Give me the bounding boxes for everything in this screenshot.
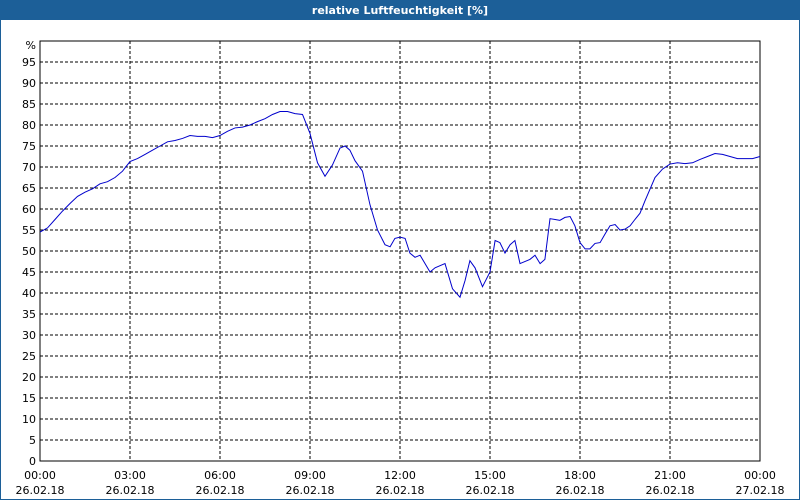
x-tick-label: 00:00 26.02.18 [16, 469, 65, 497]
x-tick-label: 06:00 26.02.18 [196, 469, 245, 497]
y-tick-label: 95 [22, 56, 36, 69]
y-tick-label: 45 [22, 266, 36, 279]
y-tick-label: 55 [22, 224, 36, 237]
y-tick-label: 65 [22, 182, 36, 195]
y-tick-label: 10 [22, 413, 36, 426]
y-tick-label: 90 [22, 77, 36, 90]
x-tick-label: 00:00 27.02.18 [736, 469, 785, 497]
x-tick-label: 12:00 26.02.18 [376, 469, 425, 497]
y-axis-label: % [26, 39, 36, 52]
y-tick-label: 50 [22, 245, 36, 258]
y-tick-label: 70 [22, 161, 36, 174]
x-tick-label: 03:00 26.02.18 [106, 469, 155, 497]
y-tick-label: 5 [29, 434, 36, 447]
title-bar [0, 0, 800, 20]
x-tick-label: 09:00 26.02.18 [286, 469, 335, 497]
x-tick-label: 15:00 26.02.18 [466, 469, 515, 497]
y-tick-label: 25 [22, 350, 36, 363]
y-tick-label: 85 [22, 98, 36, 111]
y-tick-label: 30 [22, 329, 36, 342]
y-tick-label: 20 [22, 371, 36, 384]
y-tick-label: 75 [22, 140, 36, 153]
plot-border [39, 40, 761, 462]
y-tick-label: 60 [22, 203, 36, 216]
y-tick-label: 15 [22, 392, 36, 405]
y-tick-label: 40 [22, 287, 36, 300]
x-tick-label: 18:00 26.02.18 [556, 469, 605, 497]
chart-title: relative Luftfeuchtigkeit [%] [312, 4, 488, 17]
y-tick-label: 0 [29, 455, 36, 468]
x-tick-label: 21:00 26.02.18 [646, 469, 695, 497]
y-tick-label: 35 [22, 308, 36, 321]
y-tick-label: 80 [22, 119, 36, 132]
data-line [39, 111, 761, 299]
